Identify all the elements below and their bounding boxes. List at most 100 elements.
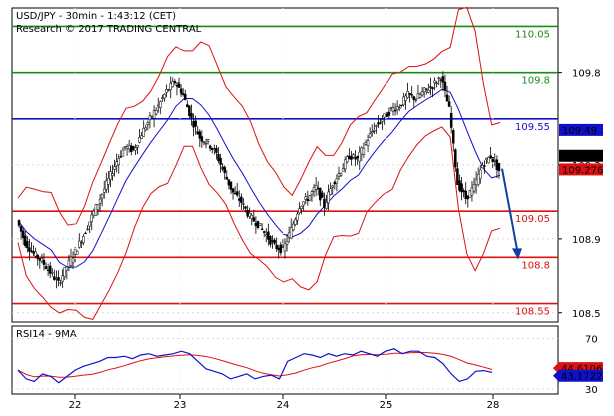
candle-body <box>36 254 39 259</box>
x-axis: 22 23 24 25 28 <box>69 8 500 411</box>
candle-body <box>238 198 241 201</box>
candle-body <box>142 127 145 137</box>
candle-body <box>354 157 357 160</box>
x-tick-label: 28 <box>487 400 500 411</box>
candle-body <box>148 115 152 120</box>
candle-body <box>298 208 301 214</box>
candle-body <box>470 187 474 196</box>
candle-body <box>129 145 133 152</box>
candle-body <box>397 107 401 110</box>
candle-body <box>19 226 23 232</box>
candle-body <box>127 145 131 150</box>
candle-body <box>308 195 312 201</box>
candle-body <box>377 122 380 125</box>
candle-body <box>159 101 162 108</box>
candle-body <box>466 195 470 200</box>
candle-body <box>454 149 457 168</box>
candle-body <box>136 145 139 148</box>
x-tick-label: 24 <box>277 400 290 411</box>
candle-body <box>69 256 73 266</box>
candle-body <box>443 81 447 91</box>
candle-body <box>260 228 264 230</box>
candle-body <box>287 232 291 238</box>
candle-body <box>406 91 409 98</box>
candle-body <box>464 190 467 200</box>
candle-body <box>57 277 60 281</box>
candle-body <box>71 257 75 263</box>
candle-body <box>310 191 314 195</box>
candle-body <box>487 157 490 164</box>
level-label: 109.05 <box>515 214 550 225</box>
candle-body <box>452 130 455 144</box>
candle-body <box>292 223 295 231</box>
candle-body <box>262 231 266 233</box>
price-tick-label: 109.8 <box>572 69 601 80</box>
candle-body <box>485 157 488 160</box>
forecast-arrow <box>501 168 522 260</box>
candle-body <box>204 142 208 145</box>
candle-body <box>416 93 420 99</box>
candle-body <box>211 148 214 150</box>
candle-body <box>468 190 472 198</box>
candle-body <box>146 122 150 125</box>
candle-body <box>418 94 422 98</box>
candle-body <box>223 166 226 174</box>
candle-body <box>61 275 64 282</box>
candle-body <box>188 105 191 117</box>
candle-body <box>169 83 172 90</box>
candle-body <box>117 158 121 165</box>
price-tags: 109.49 109.276 109.276 <box>559 123 603 176</box>
candle-body <box>219 157 222 165</box>
rsi-tick-label: 70 <box>585 335 598 346</box>
candle-body <box>111 173 114 176</box>
candle-body <box>98 198 102 204</box>
candle-body <box>300 206 303 210</box>
candle-body <box>240 196 243 203</box>
candle-body <box>244 206 247 209</box>
level-label: 108.55 <box>515 307 550 318</box>
candle-body <box>21 230 25 238</box>
candle-body <box>474 179 478 186</box>
candle-body <box>177 82 181 88</box>
candle-body <box>370 131 374 134</box>
candle-body <box>429 86 432 88</box>
candle-body <box>476 174 480 185</box>
candle-body <box>78 240 81 248</box>
candle-body <box>343 159 347 170</box>
candle-body <box>229 181 233 190</box>
candle-body <box>383 113 386 118</box>
candle-body <box>231 188 235 193</box>
candle-body <box>294 219 297 225</box>
candle-body <box>65 266 69 271</box>
moving-average <box>17 88 501 268</box>
candle-body <box>179 88 183 95</box>
candle-body <box>38 258 42 261</box>
candle-body <box>17 220 21 226</box>
candle-body <box>246 209 249 217</box>
candle-body <box>190 113 193 118</box>
candle-body <box>271 240 274 242</box>
candle-body <box>427 89 430 93</box>
candle-body <box>46 269 50 271</box>
candle-body <box>306 198 310 202</box>
candle-body <box>100 193 104 199</box>
candle-body <box>364 142 368 145</box>
price-tag-label: 109.276 <box>562 152 603 163</box>
candle-body <box>373 130 376 132</box>
candle-body <box>323 198 326 208</box>
candle-body <box>250 214 253 219</box>
candle-body <box>175 84 179 87</box>
candle-body <box>483 165 486 167</box>
candle-body <box>233 192 237 195</box>
candle-body <box>252 217 256 222</box>
candle-body <box>408 93 411 95</box>
candle-body <box>404 95 407 101</box>
candle-body <box>273 239 276 244</box>
candle-body <box>113 166 116 170</box>
candle-body <box>337 173 341 177</box>
candle-body <box>491 157 494 162</box>
candle-body <box>92 210 96 216</box>
candle-body <box>67 259 71 268</box>
candle-body <box>479 169 482 179</box>
candle-body <box>395 106 399 110</box>
